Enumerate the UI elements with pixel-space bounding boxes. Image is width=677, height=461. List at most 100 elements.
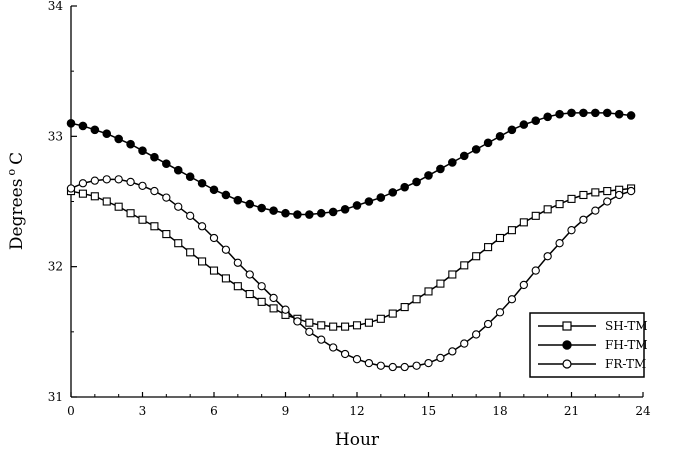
y-tick-label-31: 31	[48, 390, 63, 404]
point-fr-tm-1	[78, 179, 88, 188]
point-fh-tm-35	[483, 138, 493, 148]
x-tick-label-12: 12	[349, 404, 364, 418]
x-tick-label-3: 3	[139, 404, 147, 418]
legend-label-sh-tm: SH-TM	[605, 319, 648, 333]
x-tick-label-6: 6	[210, 404, 218, 418]
point-sh-tm-30	[424, 287, 433, 296]
point-sh-tm-38	[519, 218, 528, 227]
legend-label-fr-tm: FR-TM	[605, 357, 646, 371]
point-fh-tm-22	[328, 207, 338, 217]
y-axis-label: Degrees oC	[5, 152, 27, 250]
point-fr-tm-47	[626, 186, 636, 196]
point-fh-tm-18	[281, 208, 290, 218]
point-sh-tm-42	[567, 194, 576, 203]
point-fr-tm-22	[329, 343, 338, 352]
point-sh-tm-23	[341, 322, 350, 331]
point-fh-tm-26	[376, 193, 386, 202]
point-fh-tm-16	[257, 203, 266, 213]
point-fh-tm-24	[352, 201, 362, 210]
legend-entry-fh-tm: FH-TM	[538, 338, 648, 352]
point-sh-tm-25	[364, 318, 373, 327]
point-fh-tm-1	[78, 121, 88, 131]
point-fr-tm-24	[352, 355, 362, 364]
point-sh-tm-21	[317, 321, 326, 330]
point-fh-tm-21	[316, 208, 326, 218]
series-fr-tm	[66, 175, 636, 372]
point-fh-tm-27	[388, 188, 398, 197]
point-fr-tm-46	[615, 190, 624, 200]
point-fr-tm-29	[412, 361, 421, 370]
point-fr-tm-27	[388, 362, 397, 372]
point-sh-tm-44	[591, 188, 600, 197]
point-sh-tm-7	[150, 222, 159, 231]
y-axis-label-main: Degrees	[7, 179, 27, 251]
point-fh-tm-34	[471, 145, 481, 154]
point-fh-tm-12	[209, 185, 219, 195]
point-fr-tm-18	[281, 305, 290, 314]
point-fh-tm-20	[305, 210, 314, 219]
point-fr-tm-26	[376, 361, 385, 370]
point-fh-tm-42	[567, 108, 576, 118]
point-fh-tm-3	[102, 129, 112, 139]
point-sh-tm-4	[114, 202, 123, 211]
legend-marker-fr-tm	[562, 359, 572, 369]
point-fr-tm-39	[531, 266, 540, 275]
point-fr-tm-15	[245, 270, 254, 279]
ticks: 0 3 6 9 12 15 18 21 24 31 32 33 34	[48, 0, 651, 418]
point-fr-tm-38	[519, 280, 528, 290]
point-sh-tm-5	[126, 209, 135, 218]
legend-label-fh-tm: FH-TM	[605, 338, 648, 352]
point-sh-tm-37	[507, 226, 516, 235]
point-sh-tm-28	[400, 303, 409, 312]
point-sh-tm-26	[376, 314, 385, 323]
point-fh-tm-32	[448, 158, 457, 167]
series-sh-tm	[66, 184, 636, 331]
point-sh-tm-43	[579, 190, 588, 200]
y-axis-label-degree: o	[5, 169, 18, 176]
point-fr-tm-37	[507, 295, 517, 304]
legend-entry-fr-tm: FR-TM	[538, 357, 646, 371]
point-sh-tm-29	[412, 295, 421, 304]
point-fr-tm-25	[364, 358, 374, 368]
point-fh-tm-10	[185, 172, 195, 182]
point-sh-tm-9	[174, 239, 183, 248]
point-fr-tm-12	[209, 233, 219, 243]
point-sh-tm-41	[555, 200, 564, 209]
point-fr-tm-20	[305, 327, 314, 336]
point-fh-tm-15	[245, 199, 255, 209]
legend-marker-sh-tm	[562, 321, 572, 331]
point-fh-tm-2	[90, 125, 100, 135]
point-fr-tm-33	[460, 339, 469, 348]
point-sh-tm-33	[460, 261, 469, 270]
point-fh-tm-0	[66, 119, 76, 128]
point-fh-tm-7	[150, 152, 159, 162]
point-sh-tm-40	[543, 205, 552, 214]
point-sh-tm-6	[138, 215, 147, 224]
x-tick-label-18: 18	[492, 404, 507, 418]
point-sh-tm-24	[352, 321, 362, 330]
point-fr-tm-43	[579, 215, 588, 224]
point-fr-tm-44	[591, 206, 600, 215]
point-fh-tm-17	[269, 206, 278, 215]
legend-marker-fh-tm	[562, 340, 572, 350]
point-sh-tm-34	[472, 252, 481, 261]
point-fr-tm-42	[567, 226, 576, 235]
y-tick-label-32: 32	[48, 260, 63, 274]
point-fr-tm-45	[603, 197, 612, 206]
y-axis-label-unit: C	[7, 152, 27, 165]
point-fr-tm-31	[436, 353, 445, 363]
point-fh-tm-47	[626, 111, 636, 120]
point-sh-tm-36	[495, 233, 505, 243]
point-sh-tm-1	[78, 189, 87, 198]
series-fh-tm	[66, 108, 636, 219]
point-fr-tm-40	[543, 252, 552, 261]
point-fh-tm-46	[614, 109, 624, 119]
point-fr-tm-6	[138, 181, 147, 191]
point-sh-tm-3	[102, 197, 111, 206]
point-fr-tm-32	[448, 347, 457, 356]
point-sh-tm-39	[531, 211, 540, 220]
point-fr-tm-10	[186, 211, 195, 220]
point-sh-tm-22	[329, 322, 338, 331]
point-fh-tm-6	[138, 146, 147, 155]
